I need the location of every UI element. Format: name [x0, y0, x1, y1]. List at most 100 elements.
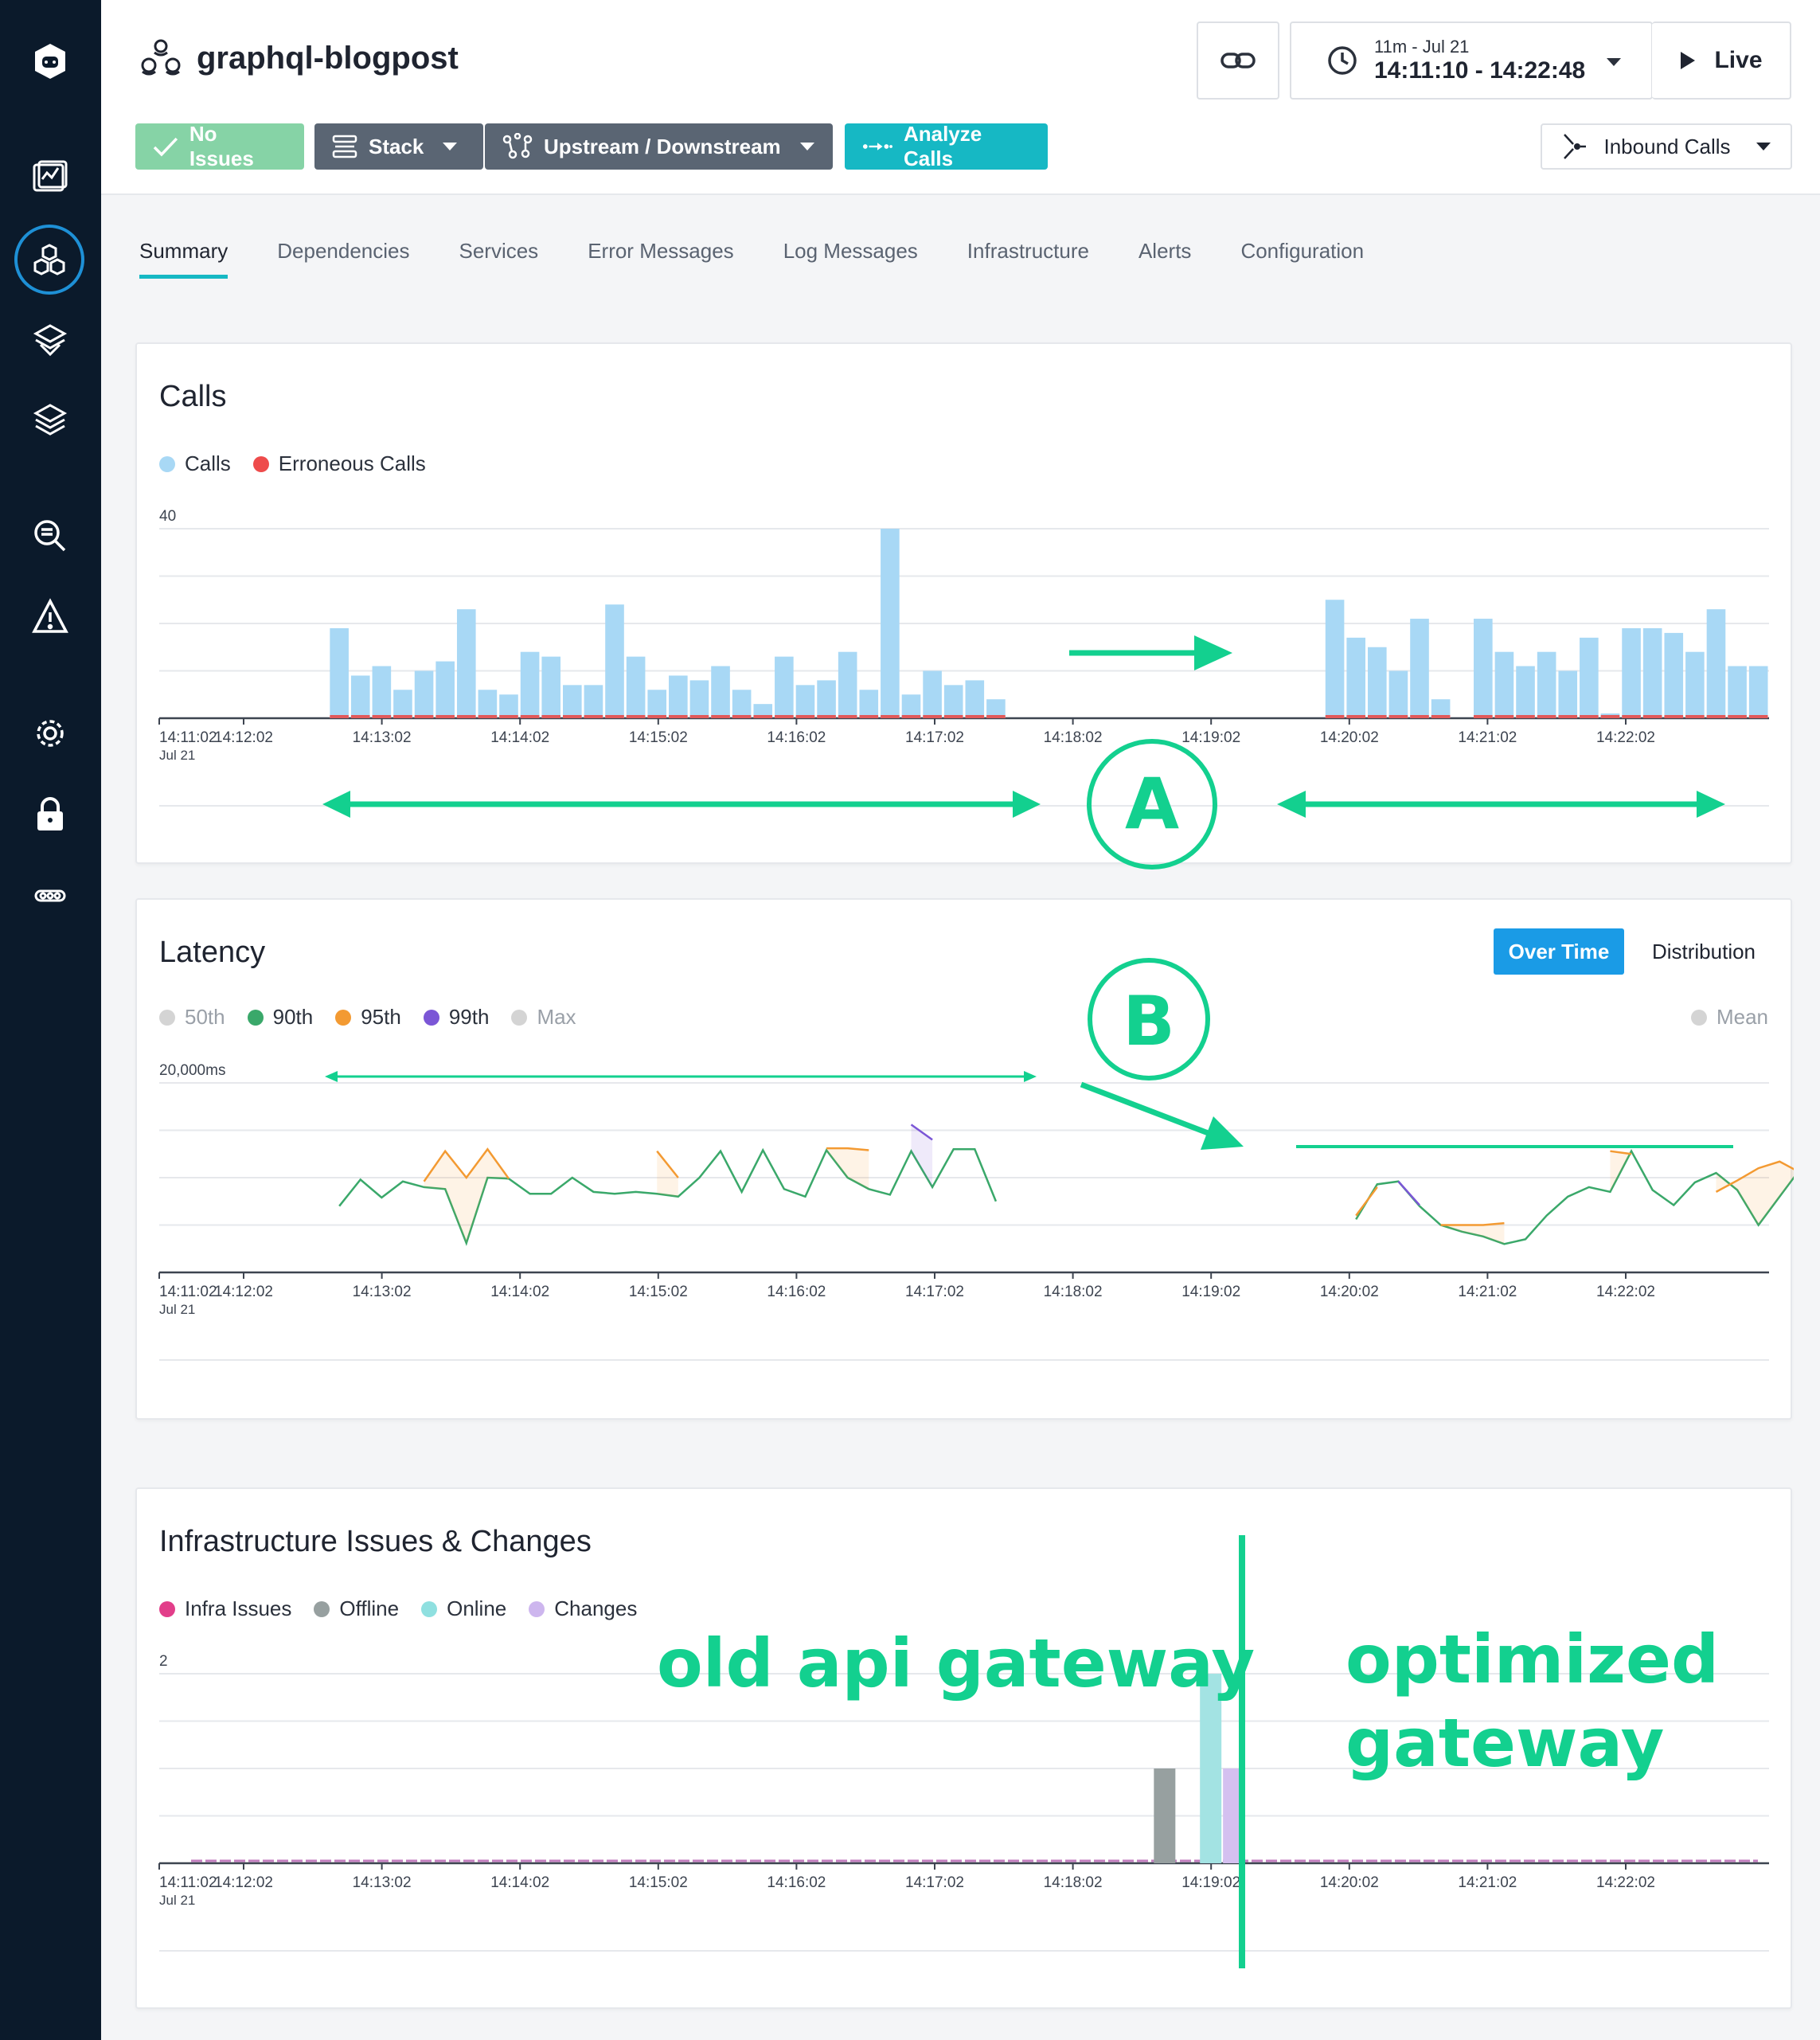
- calls-bar: [372, 666, 392, 718]
- stack-dropdown[interactable]: Stack: [314, 123, 483, 170]
- services-icon[interactable]: [14, 225, 84, 295]
- x-tick-label: 14:22:02: [1596, 729, 1655, 746]
- calls-bar: [838, 651, 857, 718]
- erroneous-bar: [456, 715, 476, 718]
- legend-item-99th[interactable]: 99th: [423, 1005, 489, 1030]
- dashboard-icon[interactable]: [22, 150, 78, 205]
- erroneous-bar: [689, 715, 709, 718]
- check-icon: [153, 137, 178, 157]
- calls-bar: [795, 685, 815, 718]
- calls-bar: [584, 685, 603, 718]
- tab-log-messages[interactable]: Log Messages: [783, 239, 918, 263]
- legend-item-changes[interactable]: Changes: [529, 1596, 637, 1621]
- calls-bar: [689, 680, 709, 718]
- stack-icon[interactable]: [22, 393, 78, 449]
- tab-summary[interactable]: Summary: [139, 239, 228, 279]
- legend-item-50th[interactable]: 50th: [159, 1005, 225, 1030]
- calls-bar: [881, 529, 900, 718]
- x-tick-label: 14:20:02: [1320, 729, 1379, 746]
- calls-bar: [732, 690, 752, 718]
- x-tick-sublabel: Jul 21: [159, 1893, 195, 1908]
- latency-line-95th: [1440, 1221, 1505, 1226]
- calls-bar: [817, 680, 836, 718]
- chevron-down-icon: [1756, 143, 1771, 150]
- erroneous-bar: [1474, 715, 1493, 718]
- latency-line-95th: [1715, 1160, 1794, 1193]
- legend-item-online[interactable]: Online: [421, 1596, 506, 1621]
- erroneous-bar: [1431, 715, 1451, 718]
- tab-dependencies[interactable]: Dependencies: [277, 239, 410, 263]
- search-logs-icon[interactable]: [22, 508, 78, 564]
- legend-item-offline[interactable]: Offline: [314, 1596, 399, 1621]
- no-issues-badge[interactable]: No Issues: [135, 122, 304, 170]
- layers-icon[interactable]: [22, 312, 78, 368]
- time-range-picker[interactable]: 11m - Jul 21 14:11:10 - 14:22:48: [1290, 21, 1653, 100]
- legend-item-erroneous-calls[interactable]: Erroneous Calls: [252, 451, 426, 476]
- calls-bar: [943, 685, 963, 718]
- x-tick-label: 14:17:02: [905, 1874, 964, 1891]
- y-axis-top-label: 40: [159, 508, 176, 525]
- clock-icon: [1328, 46, 1357, 75]
- analyze-calls-label: Analyze Calls: [903, 122, 982, 170]
- legend-item-infra-issues[interactable]: Infra Issues: [159, 1596, 291, 1621]
- tab-infrastructure[interactable]: Infrastructure: [967, 239, 1089, 263]
- x-tick-label: 14:13:02: [353, 1284, 412, 1300]
- more-icon[interactable]: [22, 868, 78, 924]
- tab-error-messages[interactable]: Error Messages: [588, 239, 734, 263]
- calls-bar: [563, 685, 582, 718]
- latency-line-95th: [1355, 1186, 1378, 1217]
- inbound-calls-label: Inbound Calls: [1603, 134, 1731, 158]
- upstream-downstream-dropdown[interactable]: Upstream / Downstream: [485, 123, 833, 170]
- calls-bar: [1431, 699, 1451, 718]
- calls-bar: [456, 609, 476, 718]
- alert-icon[interactable]: [22, 589, 78, 645]
- latency-line-95th: [656, 1150, 679, 1178]
- x-tick-label: 14:11:02: [159, 1284, 217, 1300]
- inbound-calls-dropdown[interactable]: Inbound Calls: [1541, 123, 1792, 170]
- tab-services[interactable]: Services: [459, 239, 539, 263]
- stack-label: Stack: [369, 134, 424, 158]
- updown-label: Upstream / Downstream: [544, 134, 781, 158]
- over-time-toggle[interactable]: Over Time: [1494, 928, 1624, 975]
- x-tick-label: 14:22:02: [1596, 1874, 1655, 1891]
- erroneous-bar: [647, 715, 667, 718]
- erroneous-bar: [711, 715, 730, 718]
- live-button[interactable]: Live: [1652, 21, 1791, 100]
- distribution-toggle[interactable]: Distribution: [1651, 939, 1756, 963]
- legend-item-mean[interactable]: Mean: [1690, 1005, 1768, 1030]
- lock-icon[interactable]: [22, 787, 78, 842]
- erroneous-bar: [605, 715, 624, 718]
- logo-icon[interactable]: [22, 33, 78, 89]
- erroneous-bar: [1706, 715, 1726, 718]
- page-title: graphql-blogpost: [139, 38, 459, 78]
- analyze-calls-button[interactable]: Analyze Calls: [845, 122, 1048, 170]
- x-tick-label: 14:13:02: [353, 729, 412, 746]
- latency-title: Latency: [159, 936, 266, 969]
- tab-bar: Summary Dependencies Services Error Mess…: [139, 239, 1364, 279]
- tab-configuration[interactable]: Configuration: [1240, 239, 1365, 263]
- annotation-optimized: optimized: [1345, 1620, 1720, 1698]
- erroneous-bar: [817, 715, 836, 718]
- legend-item-calls[interactable]: Calls: [159, 451, 231, 476]
- calls-bar: [1388, 670, 1408, 718]
- x-tick-label: 14:12:02: [214, 729, 273, 746]
- erroneous-bar: [1748, 715, 1768, 718]
- settings-icon[interactable]: [22, 705, 78, 761]
- legend-item-max[interactable]: Max: [511, 1005, 576, 1030]
- legend-item-90th[interactable]: 90th: [247, 1005, 313, 1030]
- erroneous-bar: [1325, 715, 1345, 718]
- chevron-down-icon: [799, 143, 814, 150]
- latency-line-99th: [910, 1124, 933, 1141]
- legend-item-95th[interactable]: 95th: [335, 1005, 401, 1030]
- copy-link-button[interactable]: [1197, 21, 1279, 100]
- latency-area-95th: [1440, 1223, 1505, 1245]
- chevron-down-icon: [1607, 58, 1621, 66]
- infra-bar-offline: [1154, 1768, 1176, 1863]
- tab-alerts[interactable]: Alerts: [1138, 239, 1192, 263]
- calls-bar: [859, 690, 879, 718]
- x-tick-label: 14:15:02: [629, 1284, 688, 1300]
- erroneous-bar: [1410, 715, 1429, 718]
